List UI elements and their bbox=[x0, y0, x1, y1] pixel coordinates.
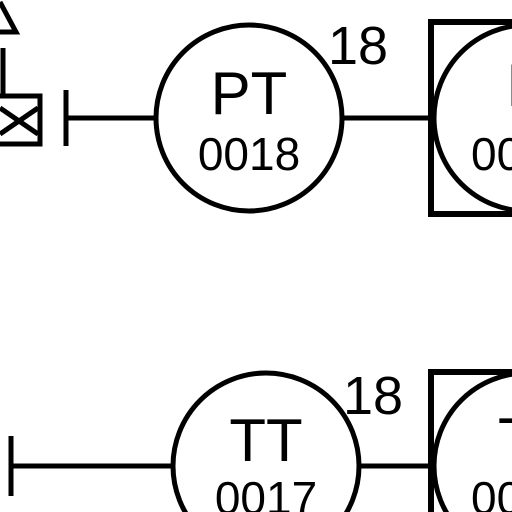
process-connection-line-2 bbox=[8, 436, 432, 496]
partial-function-code: I bbox=[506, 52, 512, 119]
instrument-callout-number: 18 bbox=[343, 366, 403, 426]
control-valve-symbol bbox=[0, 0, 43, 147]
process-connection-line-1 bbox=[63, 90, 430, 146]
instrument-function-code: PT bbox=[211, 60, 288, 127]
partial-function-code: T bbox=[498, 406, 512, 473]
shared-display-symbol-top: I 00 bbox=[428, 19, 512, 217]
instrument-callout-number: 18 bbox=[328, 16, 388, 76]
instrument-loop-number: 0018 bbox=[198, 128, 300, 180]
shared-display-symbol-bottom: T 00 bbox=[428, 369, 512, 512]
instrument-loop-number: 0017 bbox=[215, 472, 317, 512]
instrument-bubble-tt: TT 0017 bbox=[170, 370, 362, 512]
partial-loop-number: 00 bbox=[471, 472, 512, 512]
instrument-function-code: TT bbox=[229, 407, 302, 474]
instrument-bubble-pt: PT 0018 bbox=[153, 22, 345, 214]
partial-loop-number: 00 bbox=[471, 128, 512, 180]
